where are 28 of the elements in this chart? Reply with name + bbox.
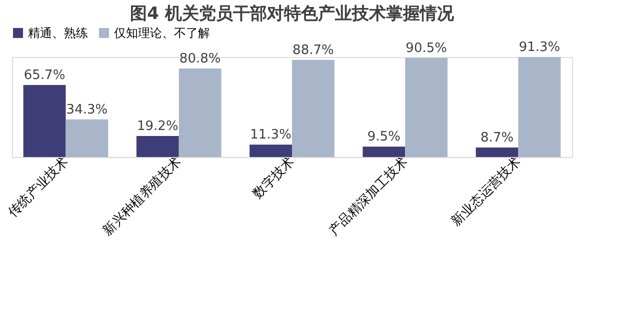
data-label: 91.3% — [518, 40, 560, 55]
legend-label: 仅知理论、不了解 — [114, 26, 210, 40]
x-tick-label: 新兴种植养殖技术 — [100, 154, 185, 239]
bar — [476, 147, 518, 157]
chart-title: 图4 机关党员干部对特色产业技术掌握情况 — [130, 4, 455, 24]
bar — [518, 57, 561, 157]
legend-label: 精通、熟练 — [28, 26, 88, 40]
data-label: 8.7% — [480, 130, 514, 146]
bar — [66, 119, 108, 157]
data-label: 34.3% — [66, 102, 108, 118]
bar — [405, 58, 448, 157]
data-label: 88.7% — [292, 42, 334, 58]
data-label: 65.7% — [24, 68, 66, 84]
data-label: 19.2% — [137, 118, 178, 134]
data-label: 9.5% — [367, 130, 400, 145]
data-label: 80.8% — [179, 52, 221, 66]
data-label: 90.5% — [406, 40, 447, 56]
bar — [23, 85, 66, 157]
x-tick-label: 产品精深加工技术 — [326, 154, 411, 239]
x-tick-label: 传统产业技术 — [6, 154, 72, 220]
bar — [292, 60, 334, 157]
x-tick-label: 新业态运营技术 — [448, 154, 524, 230]
bar — [136, 136, 179, 157]
bar — [178, 68, 222, 157]
x-tick-label: 数字技术 — [250, 154, 298, 202]
bar — [250, 144, 292, 157]
data-label: 11.3% — [250, 128, 292, 143]
bar — [362, 146, 406, 157]
